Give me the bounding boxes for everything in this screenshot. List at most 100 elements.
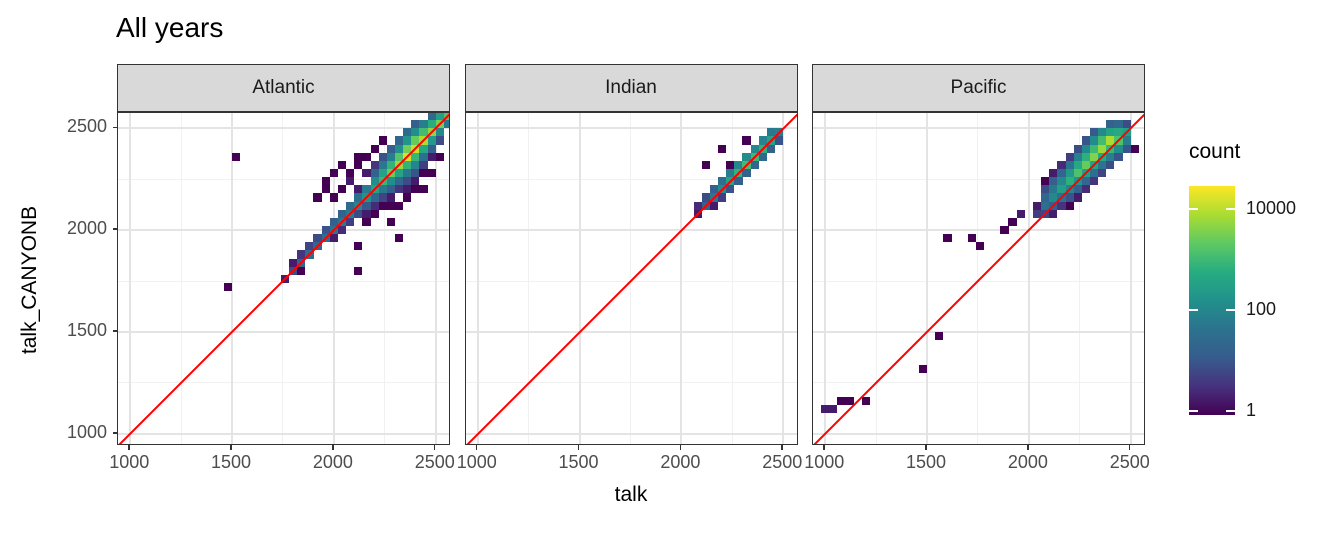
heatmap-bin: [726, 168, 735, 178]
heatmap-bin: [354, 152, 363, 161]
heatmap-bin: [829, 405, 838, 414]
x-tick-label: 2000: [1007, 452, 1048, 472]
heatmap-bin: [943, 234, 952, 243]
heatmap-bin: [750, 160, 759, 170]
y-tick-mark: [112, 126, 117, 129]
gridline-major-h: [813, 127, 1144, 130]
heatmap-bin: [1098, 168, 1107, 178]
y-tick-label: 2500: [66, 116, 107, 137]
heatmap-bin: [419, 120, 428, 129]
heatmap-bin: [1106, 136, 1115, 145]
y-tick-mark: [112, 432, 117, 434]
heatmap-bin: [394, 177, 404, 186]
heatmap-bin: [403, 160, 412, 170]
x-tick-label: 2500: [762, 452, 803, 472]
heatmap-bin: [386, 217, 395, 227]
legend-tick-label: 1: [1246, 399, 1257, 420]
heatmap-bin: [329, 193, 338, 202]
heatmap-bin: [419, 128, 428, 137]
heatmap-bin: [321, 185, 330, 194]
gridline-minor-v: [875, 113, 877, 444]
heatmap-bin: [419, 152, 428, 161]
legend-colorbar: [1189, 186, 1235, 415]
heatmap-bin: [821, 405, 830, 414]
heatmap-bin: [1049, 209, 1058, 218]
x-tick-mark: [781, 445, 783, 450]
x-tick-mark: [433, 445, 436, 450]
identity-line: [118, 113, 449, 444]
y-axis-title: talk_CANYONB: [18, 205, 41, 355]
heatmap-bin: [354, 242, 363, 251]
heatmap-bin: [1065, 177, 1074, 186]
heatmap-bin: [1114, 152, 1123, 161]
gridline-major-v: [1027, 113, 1030, 444]
heatmap-bin: [1065, 168, 1074, 178]
y-tick-mark: [112, 228, 117, 230]
heatmap-bin: [378, 185, 387, 194]
facet-pacific: Pacific 1000 1500 2000 2500: [804, 0, 1150, 537]
heatmap-bin: [1057, 160, 1066, 170]
heatmap-bin: [1081, 144, 1090, 153]
gridline-major-h: [465, 432, 797, 435]
gridline-minor-h: [465, 382, 797, 384]
heatmap-bin: [701, 160, 710, 170]
heatmap-bin: [378, 160, 387, 170]
heatmap-bin: [289, 258, 298, 267]
heatmap-bin: [1032, 209, 1042, 218]
heatmap-bin: [742, 152, 751, 161]
heatmap-bin: [726, 185, 735, 194]
heatmap-bin: [403, 185, 412, 194]
heatmap-bin: [1089, 152, 1099, 161]
heatmap-bin: [394, 201, 404, 210]
heatmap-bin: [701, 193, 710, 202]
heatmap-bin: [1106, 152, 1115, 161]
heatmap-bin: [419, 185, 428, 194]
heatmap-bin: [1049, 168, 1058, 178]
heatmap-bin: [1081, 152, 1090, 161]
heatmap-bin: [742, 168, 751, 178]
heatmap-bin: [1073, 168, 1082, 178]
heatmap-bin: [232, 152, 241, 161]
gridline-minor-h: [465, 178, 797, 180]
heatmap-bin: [709, 185, 719, 194]
gridline-major-h: [118, 127, 449, 130]
heatmap-bin: [734, 160, 743, 170]
heatmap-bin: [386, 201, 395, 210]
x-tick-mark: [925, 445, 927, 450]
heatmap-bin: [403, 144, 412, 153]
gridline-minor-v: [528, 113, 530, 444]
gridline-major-v: [434, 113, 437, 444]
heatmap-bin: [329, 168, 338, 178]
x-tick-label: 1500: [211, 452, 252, 472]
heatmap-bin: [734, 177, 743, 186]
heatmap-bin: [1057, 177, 1066, 186]
heatmap-bin: [411, 185, 420, 194]
x-tick-label: 2500: [1109, 452, 1150, 472]
gridline-major-v: [680, 113, 683, 444]
heatmap-bin: [1098, 128, 1107, 137]
heatmap-bin: [1032, 201, 1042, 210]
x-tick-label: 2500: [414, 452, 455, 472]
heatmap-bin: [370, 177, 379, 186]
heatmap-bin: [935, 331, 944, 341]
x-tick-label: 1000: [456, 452, 497, 472]
gridline-major-v: [782, 113, 785, 444]
plot-title: All years: [116, 12, 224, 43]
heatmap-bin: [346, 217, 355, 227]
heatmap-bin: [775, 136, 784, 145]
gridline-major-v: [824, 113, 827, 444]
x-axis-title: talk: [614, 483, 648, 506]
facet-strip-label: Pacific: [950, 77, 1007, 98]
heatmap-bin: [718, 193, 727, 202]
heatmap-bin: [427, 144, 436, 153]
heatmap-bin: [346, 168, 355, 178]
heatmap-bin: [718, 177, 727, 186]
legend-tick-mark: [1226, 309, 1235, 311]
y-tick-mark: [112, 330, 117, 332]
heatmap-bin: [1041, 185, 1050, 194]
heatmap-bin: [403, 136, 412, 145]
x-tick-mark: [475, 445, 478, 450]
heatmap-bin: [297, 250, 306, 259]
gridline-minor-v: [1079, 113, 1081, 444]
